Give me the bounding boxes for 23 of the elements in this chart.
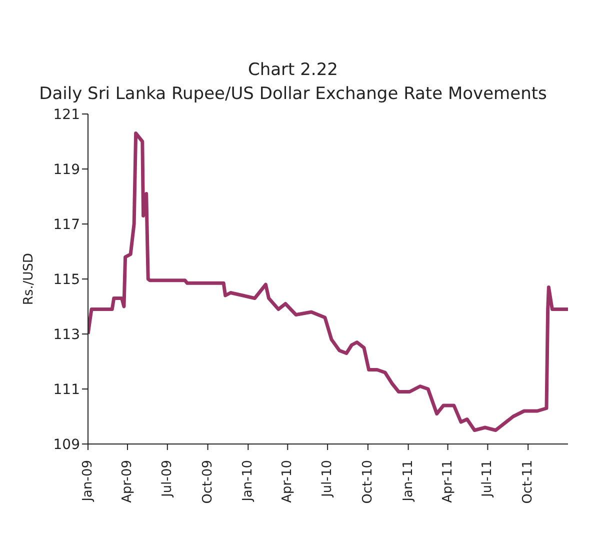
x-tick-label: Jan-09 [80, 460, 96, 502]
x-tick-label: Jan-10 [240, 460, 256, 502]
line-series [88, 132, 568, 432]
x-tick-label: Apr-10 [280, 460, 296, 503]
x-tick-label: Oct-10 [360, 460, 376, 504]
x-tick-label: Jul-11 [480, 460, 496, 498]
x-tick-label: Jul-10 [320, 460, 336, 498]
y-tick-label: 121 [53, 106, 80, 123]
y-tick-label: 109 [53, 436, 80, 453]
x-tick-label: Apr-11 [440, 460, 456, 503]
y-axis-title: Rs./USD [22, 252, 37, 306]
x-tick-label: Jan-11 [400, 460, 416, 502]
y-tick-label: 117 [53, 216, 80, 233]
y-tick-label: 111 [53, 382, 80, 398]
y-tick-label: 115 [53, 272, 80, 288]
y-tick-label: 119 [53, 162, 80, 178]
x-tick-label: Oct-11 [520, 460, 536, 504]
y-tick-label: 113 [53, 326, 80, 343]
x-tick-label: Jul-09 [160, 460, 175, 498]
x-tick-label: Apr-09 [120, 460, 135, 503]
chart-subtitle: Daily Sri Lanka Rupee/US Dollar Exchange Rate Movements [38, 84, 548, 104]
chart-title: Chart 2.22 [247, 60, 339, 80]
x-tick-label: Oct-09 [200, 460, 216, 504]
